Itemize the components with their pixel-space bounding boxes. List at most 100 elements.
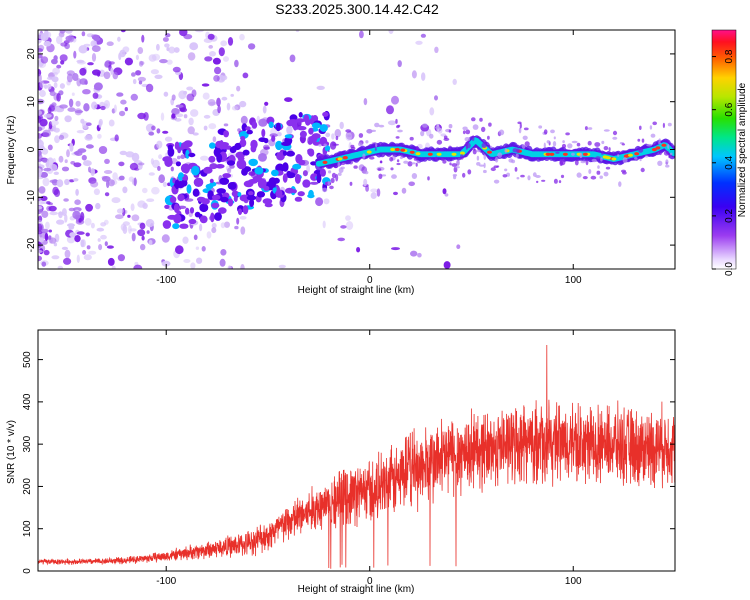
spectrogram-cluster-blob (284, 134, 293, 139)
spectrogram-halo-blob (658, 142, 661, 144)
spectrogram-cluster-blob (164, 204, 170, 209)
spectrogram-noise-blob (40, 195, 48, 201)
spectrogram-peak (562, 152, 568, 156)
spectrogram-halo-blob (518, 127, 522, 134)
spectrogram-halo-blob (639, 158, 642, 162)
spectrogram-noise-blob (97, 238, 101, 242)
spectrogram-noise-blob (132, 78, 137, 85)
spectrogram-noise-blob (52, 67, 60, 75)
spectrogram-halo-blob (571, 152, 575, 156)
spectrogram-halo-blob (667, 143, 670, 150)
spectrogram-noise-blob (40, 171, 48, 178)
spectrogram-noise-blob (159, 59, 168, 64)
spectrogram-peak (460, 151, 465, 155)
spectrogram-halo-blob (481, 126, 486, 133)
spectrogram-cluster-blob (275, 140, 283, 151)
spectrogram-noise-blob (306, 164, 310, 173)
spectrogram-peak (366, 150, 372, 154)
spectrogram-noise-blob (141, 34, 145, 43)
spectrogram-noise-blob (145, 219, 155, 228)
spectrogram-noise-blob (247, 43, 256, 50)
spectrogram-cluster-blob (237, 208, 243, 215)
spectrogram-halo-blob (603, 146, 609, 151)
spectrogram-peak (451, 152, 457, 156)
spectrogram-noise-blob (190, 109, 199, 117)
spectrogram-halo-blob (443, 135, 448, 139)
spectrogram-noise-blob (68, 98, 74, 108)
spectrogram-noise-blob (278, 264, 286, 269)
spectrogram-halo-blob (389, 157, 394, 162)
spectrogram-cluster-blob (241, 168, 248, 176)
spectrogram-halo-blob (462, 172, 466, 178)
spectrogram-noise-blob (42, 129, 51, 138)
spectrogram-cluster-blob (169, 196, 177, 204)
spectrogram-halo-blob (584, 126, 588, 131)
colorbar: 0.0 0.2 0.4 0.6 0.8 Normalized spectral ampl… (711, 29, 748, 276)
spectrogram-noise-blob (434, 95, 438, 101)
spectrogram-noise-blob (104, 158, 110, 164)
spectrogram-halo-blob (413, 157, 418, 161)
spectrogram-halo-blob (562, 140, 565, 144)
spectrogram-noise-blob (376, 188, 381, 197)
spectrogram-noise-blob (211, 227, 217, 234)
colorbar-ticks: 0.0 0.2 0.4 0.6 0.8 (712, 49, 735, 276)
spectrogram-halo-blob (369, 156, 375, 160)
spectrogram-noise-blob (118, 175, 125, 181)
spectrogram-cluster-blob (208, 155, 216, 163)
spectrogram-noise-blob (195, 246, 200, 250)
spectrogram-cluster-blob (233, 195, 238, 202)
spectrogram-noise-blob (83, 160, 92, 167)
spectrogram-halo-blob (337, 161, 341, 168)
spectrogram-noise-blob (217, 105, 221, 114)
spectrogram-noise-blob (58, 155, 64, 163)
spectrogram-cluster-blob (222, 173, 232, 179)
spectrogram-noise-blob (168, 46, 176, 54)
spectrogram-halo-blob (409, 136, 414, 141)
spectrogram-halo-blob (663, 150, 670, 156)
spectrogram-noise-blob (138, 162, 145, 166)
spectrogram-noise-blob (151, 125, 156, 131)
spectrogram-halo-blob (323, 143, 327, 147)
spectrogram-halo-blob (462, 126, 468, 131)
spectrogram-cluster-blob (191, 165, 200, 176)
spectrogram-noise-blob (239, 216, 247, 220)
spectrogram-noise-blob (53, 189, 61, 197)
spectrogram-cluster-blob (193, 177, 204, 187)
spectrogram-peak (415, 152, 421, 156)
spectrogram-cluster-blob (248, 158, 258, 167)
spectrogram-noise-blob (81, 31, 86, 37)
spectrogram-halo-blob (621, 143, 625, 146)
spectrogram-cluster-blob (240, 136, 246, 141)
spectrogram-cluster-blob (231, 190, 239, 197)
spectrogram-cluster-blob (173, 203, 180, 213)
spectrogram-noise-blob (90, 222, 95, 229)
spectrogram-halo-blob (451, 163, 458, 167)
spectrogram-noise-blob (68, 34, 74, 43)
spectrogram-halo-blob (536, 180, 539, 184)
spectrogram-noise-blob (145, 123, 155, 133)
spectrogram-halo-blob (350, 144, 355, 149)
spectrogram-noise-blob (114, 134, 119, 142)
spectrogram-noise-blob (64, 159, 68, 164)
spectrogram-halo-blob (504, 168, 508, 172)
spectrogram-noise-blob (45, 221, 50, 230)
snr-ytick-label: 300 (22, 435, 33, 452)
spectrogram-noise-blob (56, 93, 61, 102)
spectrogram-halo-blob (358, 142, 363, 147)
spectrogram-noise-blob (48, 229, 52, 233)
spectrogram-noise-blob (359, 30, 364, 39)
spectrogram-noise-blob (182, 236, 189, 244)
spectrogram-peak (545, 152, 551, 156)
spectrogram-cluster-blob (226, 160, 236, 166)
spectrogram-cluster-blob (261, 128, 266, 138)
spectrogram-cluster-blob (271, 169, 279, 177)
spectrogram-halo-blob (559, 160, 563, 167)
spectrogram-cluster-blob (175, 161, 181, 167)
spectrogram-halo-blob (494, 156, 499, 163)
spectrogram-noise-blob (93, 82, 103, 91)
spectrogram-noise-blob (60, 60, 65, 65)
spectrogram-halo-blob (538, 125, 543, 129)
spectrogram-noise-blob (221, 96, 228, 101)
spectrogram-noise-blob (106, 179, 110, 189)
spectrogram-cluster-blob (262, 198, 273, 205)
